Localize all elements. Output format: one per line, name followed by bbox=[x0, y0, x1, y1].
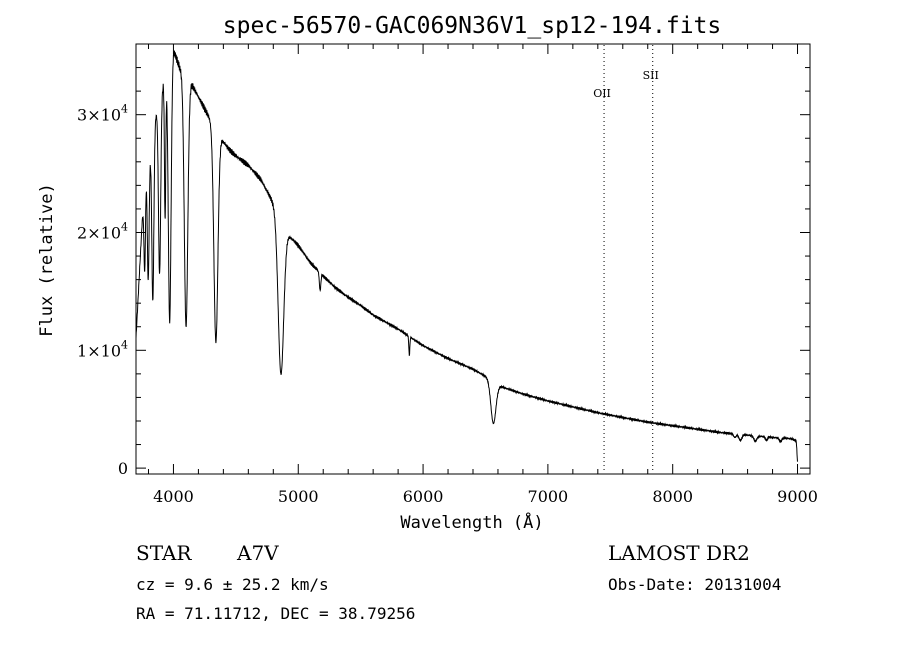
spectrum-line bbox=[136, 50, 798, 462]
x-tick-label: 9000 bbox=[777, 487, 818, 506]
object-class: STAR bbox=[136, 541, 192, 565]
redshift-text: cz = 9.6 ± 25.2 km/s bbox=[136, 575, 329, 594]
y-axis: 0 1×104 2×104 3×104 bbox=[77, 67, 810, 478]
obs-date: Obs-Date: 20131004 bbox=[608, 575, 782, 594]
x-tick-label: 7000 bbox=[528, 487, 569, 506]
spectrum-series bbox=[136, 50, 798, 462]
x-tick-label: 4000 bbox=[153, 487, 194, 506]
x-axis-label: Wavelength (Å) bbox=[400, 511, 543, 533]
line-markers: OII SII bbox=[593, 45, 659, 473]
line-marker-label-sii: SII bbox=[643, 69, 659, 82]
plot-frame bbox=[135, 43, 811, 475]
line-marker-label-oii: OII bbox=[593, 87, 611, 100]
y-tick-label: 3×104 bbox=[77, 103, 128, 125]
x-axis: 4000 5000 6000 7000 8000 9000 bbox=[147, 44, 818, 506]
x-tick-label: 6000 bbox=[403, 487, 444, 506]
y-tick-label: 1×104 bbox=[77, 338, 128, 360]
y-tick-label: 2×104 bbox=[77, 220, 128, 242]
survey-name: LAMOST DR2 bbox=[608, 541, 750, 565]
object-subclass: A7V bbox=[237, 541, 279, 565]
y-tick-label: 0 bbox=[118, 459, 128, 478]
x-tick-label: 5000 bbox=[278, 487, 319, 506]
y-axis-label: Flux (relative) bbox=[37, 183, 57, 337]
coordinates: RA = 71.11712, DEC = 38.79256 bbox=[136, 604, 416, 623]
chart-title: spec-56570-GAC069N36V1_sp12-194.fits bbox=[223, 13, 722, 39]
x-tick-label: 8000 bbox=[652, 487, 693, 506]
